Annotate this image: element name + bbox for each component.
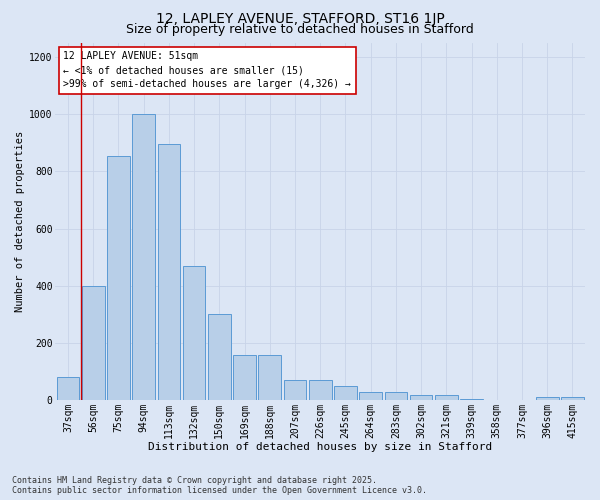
Bar	[309, 380, 332, 400]
Bar	[385, 392, 407, 400]
Bar	[536, 398, 559, 400]
Bar	[561, 398, 584, 400]
Bar	[284, 380, 307, 400]
Text: 12, LAPLEY AVENUE, STAFFORD, ST16 1JP: 12, LAPLEY AVENUE, STAFFORD, ST16 1JP	[155, 12, 445, 26]
Bar	[158, 144, 180, 401]
Bar	[460, 399, 483, 400]
Bar	[107, 156, 130, 400]
Text: 12 LAPLEY AVENUE: 51sqm
← <1% of detached houses are smaller (15)
>99% of semi-d: 12 LAPLEY AVENUE: 51sqm ← <1% of detache…	[64, 52, 351, 90]
Bar	[259, 354, 281, 401]
Bar	[57, 378, 79, 400]
Bar	[133, 114, 155, 401]
X-axis label: Distribution of detached houses by size in Stafford: Distribution of detached houses by size …	[148, 442, 493, 452]
Bar	[435, 394, 458, 400]
Bar	[82, 286, 104, 401]
Bar	[233, 354, 256, 401]
Text: Contains HM Land Registry data © Crown copyright and database right 2025.
Contai: Contains HM Land Registry data © Crown c…	[12, 476, 427, 495]
Bar	[183, 266, 205, 400]
Bar	[410, 394, 433, 400]
Bar	[208, 314, 231, 400]
Bar	[334, 386, 357, 400]
Bar	[359, 392, 382, 400]
Text: Size of property relative to detached houses in Stafford: Size of property relative to detached ho…	[126, 22, 474, 36]
Y-axis label: Number of detached properties: Number of detached properties	[15, 131, 25, 312]
